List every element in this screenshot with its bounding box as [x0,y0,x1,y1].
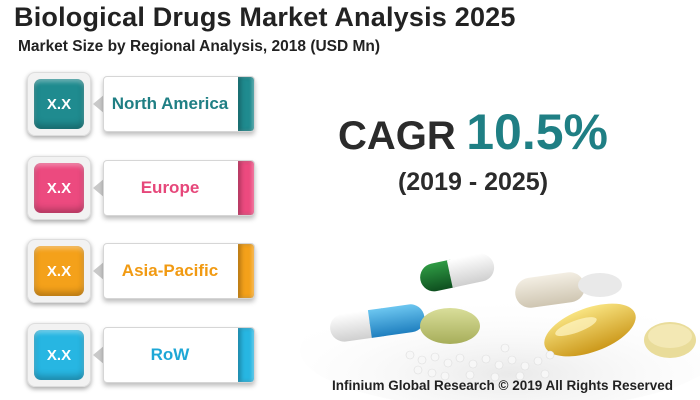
region-badge: X.X [27,323,91,387]
page-subtitle: Market Size by Regional Analysis, 2018 (… [18,38,381,55]
region-badge: X.X [27,239,91,303]
region-name: Asia-Pacific [121,261,219,280]
region-card-asia-pacific: X.X Asia-Pacific [27,239,255,303]
region-value: X.X [34,163,84,213]
cagr-label: CAGR [337,114,456,158]
cagr-period: (2019 - 2025) [397,168,549,196]
cagr-value: 10.5% [466,104,608,160]
pointer-arrow-icon [93,178,105,198]
page-title: Biological Drugs Market Analysis 2025 [14,2,516,32]
region-name: North America [111,94,229,113]
region-label-box: North America [103,76,255,132]
region-name: RoW [150,345,190,364]
region-label-box: RoW [103,327,255,383]
region-color-tab [238,244,254,298]
region-color-tab [238,161,254,215]
region-value: X.X [34,246,84,296]
region-card-north-america: X.X North America [27,72,255,136]
region-color-tab [238,328,254,382]
pills-illustration-icon [300,253,700,400]
region-card-europe: X.X Europe [27,156,255,220]
pointer-arrow-icon [93,345,105,365]
copyright-text: Infinium Global Research © 2019 All Righ… [332,378,674,393]
cagr-headline: CAGR 10.5% [318,103,628,161]
region-badge: X.X [27,156,91,220]
region-name: Europe [140,178,200,197]
region-value: X.X [34,79,84,129]
region-label-box: Europe [103,160,255,216]
region-card-row: X.X RoW [27,323,255,387]
pointer-arrow-icon [93,261,105,281]
region-color-tab [238,77,254,131]
region-badge: X.X [27,72,91,136]
region-value: X.X [34,330,84,380]
region-label-box: Asia-Pacific [103,243,255,299]
pointer-arrow-icon [93,94,105,114]
